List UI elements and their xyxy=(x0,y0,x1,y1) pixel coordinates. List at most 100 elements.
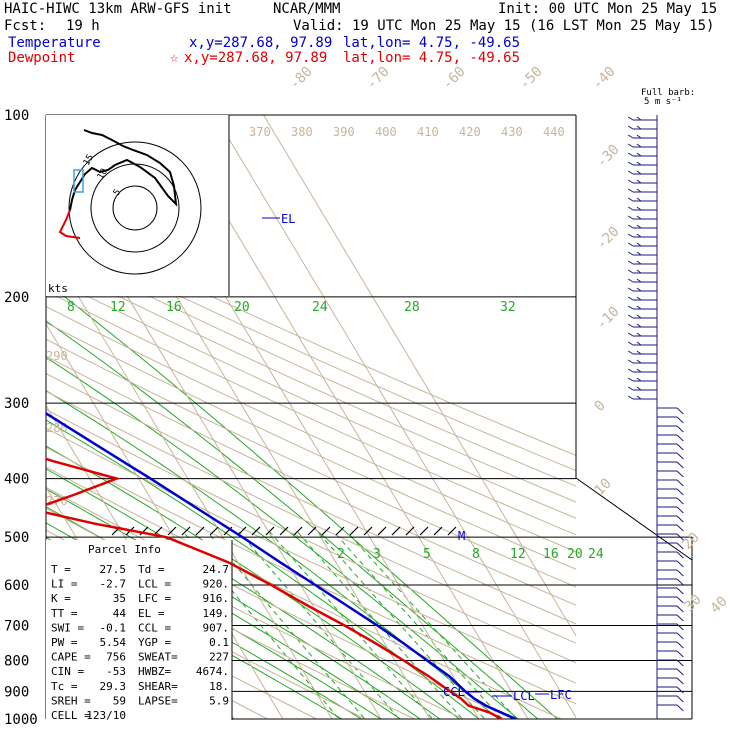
isotherm-label: -80 xyxy=(287,64,316,93)
lfc-label: LFC xyxy=(550,688,572,702)
parcel-info-cell: 5.9 xyxy=(209,694,229,707)
legend-dewpoint: Dewpoint xyxy=(8,50,75,66)
pressure-label-1000: 1000 xyxy=(4,712,38,728)
temperature-line xyxy=(46,411,517,719)
parcel-info-cell: SHEAR= xyxy=(138,680,178,693)
fcst-label: Fcst: xyxy=(4,18,46,34)
svg-text:5: 5 xyxy=(112,188,123,198)
mixing-ratio-label: 2 xyxy=(337,547,345,562)
m-label: M xyxy=(458,529,465,543)
mixing-ratio-label: 24 xyxy=(588,547,604,562)
hodograph-storm-box xyxy=(73,169,84,193)
moist-adiabat-label: 20 xyxy=(234,300,250,315)
theta-label-lower: 290 xyxy=(46,349,68,363)
ccl-label: CCL xyxy=(443,685,465,699)
isotherm-label: -50 xyxy=(517,64,546,93)
parcel-info-cell: SWI = xyxy=(51,621,84,634)
parcel-info-cell: -2.7 xyxy=(100,578,127,591)
mixing-ratio-label: 12 xyxy=(510,547,526,562)
valid-time: Valid: 19 UTC Mon 25 May 15 (16 LST Mon … xyxy=(293,18,714,34)
pressure-label-900: 900 xyxy=(4,684,29,700)
hodograph-units: kts xyxy=(48,282,68,295)
hodograph-trace xyxy=(69,129,178,211)
parcel-info-cell: 0.1 xyxy=(209,636,229,649)
parcel-info-cell: CCL = xyxy=(138,621,171,634)
theta-label: 420 xyxy=(459,125,481,139)
theta-label: 410 xyxy=(417,125,439,139)
parcel-info-cell: TT = xyxy=(51,607,78,620)
parcel-info-cell: 123/10 xyxy=(86,709,126,722)
parcel-info-cell: PW = xyxy=(51,636,78,649)
mixing-ratio-label: 8 xyxy=(472,547,480,562)
isotherm-label: 0 xyxy=(592,398,609,415)
mixing-ratio-label: 5 xyxy=(423,547,431,562)
parcel-info-cell: 916. xyxy=(203,592,230,605)
parcel-info-cell: 149. xyxy=(203,607,230,620)
parcel-info-cell: 27.5 xyxy=(100,563,127,576)
pressure-label-700: 700 xyxy=(4,618,29,634)
parcel-info-cell: T = xyxy=(51,563,71,576)
parcel-info-cell: 35 xyxy=(113,592,126,605)
parcel-info-cell: -0.1 xyxy=(100,621,127,634)
pressure-label-200: 200 xyxy=(4,290,29,306)
parcel-info-cell: YGP = xyxy=(138,636,171,649)
hodograph: 15 10 5 kts xyxy=(46,115,230,296)
sounding-annotations: EL M CCL LCL LFC xyxy=(262,212,572,703)
parcel-info-cell: 29.3 xyxy=(100,680,127,693)
parcel-info-cell: 18. xyxy=(209,680,229,693)
theta-label: 440 xyxy=(543,125,565,139)
theta-label: 430 xyxy=(501,125,523,139)
wind-profile xyxy=(627,115,684,719)
theta-label: 370 xyxy=(249,125,271,139)
pressure-label-100: 100 xyxy=(4,108,29,124)
pressure-label-800: 800 xyxy=(4,653,29,669)
parcel-info-cell: LAPSE= xyxy=(138,694,178,707)
legend-star-icon: ☆ xyxy=(170,50,179,66)
isotherm-label: -40 xyxy=(590,64,619,93)
legend-temperature: Temperature xyxy=(8,35,101,51)
wind-key-line2: 5 m s⁻¹ xyxy=(644,97,682,107)
pressure-label-300: 300 xyxy=(4,396,29,412)
parcel-info-cell: CELL = xyxy=(51,709,91,722)
legend-dew-latlon: lat,lon= 4.75, -49.65 xyxy=(343,50,520,66)
parcel-info-cell: EL = xyxy=(138,607,165,620)
isotherm-label: -10 xyxy=(594,304,623,333)
isotherm-label: -70 xyxy=(364,64,393,93)
mixing-ratio-label: 3 xyxy=(373,547,381,562)
parcel-info-cell: -53 xyxy=(106,665,126,678)
parcel-info-cell: HWBZ= xyxy=(138,665,171,678)
isotherm-label: 40 xyxy=(708,594,731,617)
dewpoint-line xyxy=(46,457,503,719)
theta-label-lower: 280 xyxy=(46,421,68,435)
isotherm-label: 30 xyxy=(682,592,705,615)
mixing-ratio-label: 16 xyxy=(543,547,559,562)
parcel-info-cell: LCL = xyxy=(138,578,171,591)
parcel-info-cell: 227 xyxy=(209,651,229,664)
parcel-info-cell: Tc = xyxy=(51,680,78,693)
model-title: HAIC-HIWC 13km ARW-GFS init xyxy=(4,1,232,17)
parcel-info-cell: 756 xyxy=(106,651,126,664)
moist-adiabat-label: 32 xyxy=(500,300,516,315)
moist-adiabat-label: 12 xyxy=(110,300,126,315)
legend-temp-latlon: lat,lon= 4.75, -49.65 xyxy=(343,35,520,51)
svg-text:10: 10 xyxy=(96,167,110,181)
org-label: NCAR/MMM xyxy=(273,1,340,17)
parcel-info-cell: Td = xyxy=(138,563,165,576)
parcel-info-panel: Parcel Info T = 27.5 Td = 24.7 LI = -2.7 LCL =… xyxy=(46,540,233,722)
moist-adiabat-label: 24 xyxy=(312,300,328,315)
isotherm-label: -20 xyxy=(594,224,623,253)
mixing-ratio-label: 20 xyxy=(567,547,583,562)
parcel-info-cell: 907. xyxy=(203,621,230,634)
wind-key-line1: Full barb: xyxy=(641,88,695,98)
theta-label: 390 xyxy=(333,125,355,139)
moist-adiabat-label: 16 xyxy=(166,300,182,315)
legend-dew-xy: x,y=287.68, 97.89 xyxy=(184,50,327,66)
pressure-label-500: 500 xyxy=(4,530,29,546)
parcel-info-cell: 59 xyxy=(113,694,126,707)
parcel-info-cell: LI = xyxy=(51,578,78,591)
lcl-label: LCL xyxy=(513,689,535,703)
theta-label: 400 xyxy=(375,125,397,139)
theta-label: 380 xyxy=(291,125,313,139)
